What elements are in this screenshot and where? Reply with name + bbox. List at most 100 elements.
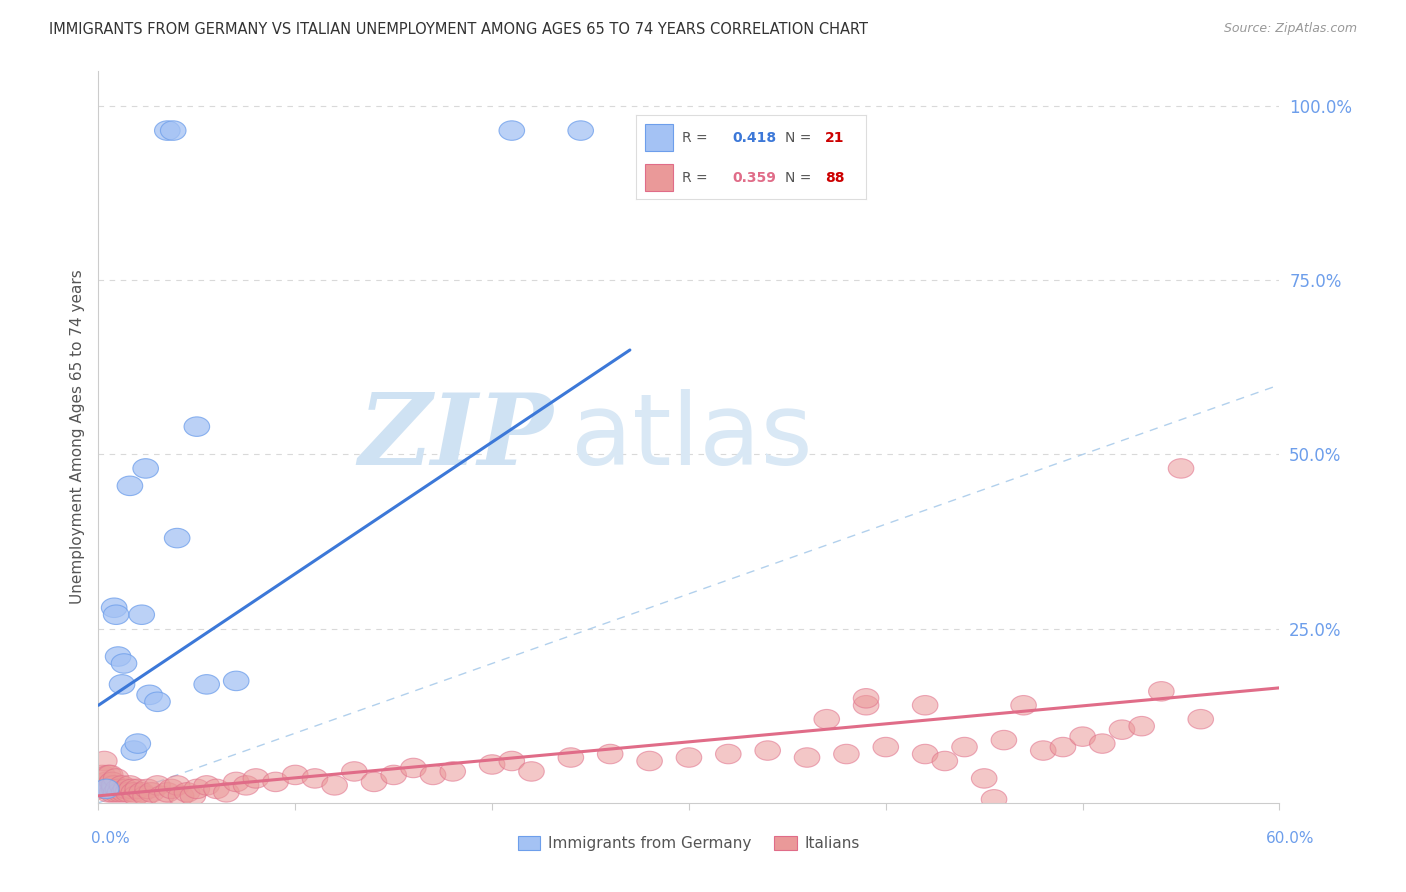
Ellipse shape xyxy=(112,779,139,798)
Ellipse shape xyxy=(479,755,505,774)
Ellipse shape xyxy=(1070,727,1095,747)
Ellipse shape xyxy=(129,605,155,624)
Ellipse shape xyxy=(194,776,219,795)
Ellipse shape xyxy=(499,751,524,771)
Ellipse shape xyxy=(149,786,174,805)
Ellipse shape xyxy=(1188,709,1213,729)
Ellipse shape xyxy=(101,779,127,798)
Text: atlas: atlas xyxy=(571,389,813,485)
Ellipse shape xyxy=(91,779,117,798)
Ellipse shape xyxy=(139,782,165,802)
Text: ZIP: ZIP xyxy=(359,389,553,485)
Ellipse shape xyxy=(117,476,143,496)
Ellipse shape xyxy=(125,734,150,754)
Ellipse shape xyxy=(93,772,120,792)
Text: Source: ZipAtlas.com: Source: ZipAtlas.com xyxy=(1223,22,1357,36)
Ellipse shape xyxy=(136,685,163,705)
Text: IMMIGRANTS FROM GERMANY VS ITALIAN UNEMPLOYMENT AMONG AGES 65 TO 74 YEARS CORREL: IMMIGRANTS FROM GERMANY VS ITALIAN UNEMP… xyxy=(49,22,869,37)
Ellipse shape xyxy=(160,120,186,140)
Ellipse shape xyxy=(873,738,898,756)
Ellipse shape xyxy=(111,782,136,802)
Ellipse shape xyxy=(115,782,141,802)
Legend: Immigrants from Germany, Italians: Immigrants from Germany, Italians xyxy=(512,830,866,857)
Ellipse shape xyxy=(1031,740,1056,760)
Ellipse shape xyxy=(121,740,146,760)
Ellipse shape xyxy=(932,751,957,771)
Ellipse shape xyxy=(117,776,143,795)
Ellipse shape xyxy=(93,779,120,798)
Ellipse shape xyxy=(676,747,702,767)
Ellipse shape xyxy=(1109,720,1135,739)
Ellipse shape xyxy=(180,786,205,805)
Ellipse shape xyxy=(420,765,446,785)
Ellipse shape xyxy=(101,598,127,617)
Ellipse shape xyxy=(169,786,194,805)
Ellipse shape xyxy=(440,762,465,781)
Ellipse shape xyxy=(111,654,136,673)
Ellipse shape xyxy=(110,674,135,694)
Ellipse shape xyxy=(135,779,160,798)
Ellipse shape xyxy=(912,696,938,715)
Ellipse shape xyxy=(100,782,125,802)
Ellipse shape xyxy=(124,786,149,805)
Text: 60.0%: 60.0% xyxy=(1267,831,1315,846)
Ellipse shape xyxy=(361,772,387,792)
Ellipse shape xyxy=(214,782,239,802)
Ellipse shape xyxy=(107,782,134,802)
Ellipse shape xyxy=(134,458,159,478)
Ellipse shape xyxy=(100,772,125,792)
Ellipse shape xyxy=(101,776,127,795)
Ellipse shape xyxy=(165,528,190,548)
Ellipse shape xyxy=(302,769,328,789)
Ellipse shape xyxy=(204,779,229,798)
Ellipse shape xyxy=(853,696,879,715)
Ellipse shape xyxy=(401,758,426,778)
Ellipse shape xyxy=(184,779,209,798)
Ellipse shape xyxy=(283,765,308,785)
Ellipse shape xyxy=(981,789,1007,809)
Ellipse shape xyxy=(1149,681,1174,701)
Ellipse shape xyxy=(194,674,219,694)
Ellipse shape xyxy=(558,747,583,767)
Ellipse shape xyxy=(243,769,269,789)
Ellipse shape xyxy=(145,692,170,712)
Ellipse shape xyxy=(263,772,288,792)
Ellipse shape xyxy=(120,779,145,798)
Ellipse shape xyxy=(755,740,780,760)
Ellipse shape xyxy=(1168,458,1194,478)
Ellipse shape xyxy=(499,120,524,140)
Ellipse shape xyxy=(952,738,977,756)
Ellipse shape xyxy=(972,769,997,789)
Ellipse shape xyxy=(991,731,1017,750)
Ellipse shape xyxy=(104,769,129,789)
Ellipse shape xyxy=(568,120,593,140)
Ellipse shape xyxy=(96,782,121,802)
Ellipse shape xyxy=(322,776,347,795)
Ellipse shape xyxy=(121,782,146,802)
Ellipse shape xyxy=(716,744,741,764)
Ellipse shape xyxy=(224,772,249,792)
Ellipse shape xyxy=(104,782,129,802)
Ellipse shape xyxy=(912,744,938,764)
Ellipse shape xyxy=(90,765,115,785)
Ellipse shape xyxy=(794,747,820,767)
Ellipse shape xyxy=(129,782,155,802)
Ellipse shape xyxy=(110,776,135,795)
Ellipse shape xyxy=(159,779,184,798)
Ellipse shape xyxy=(834,744,859,764)
Ellipse shape xyxy=(598,744,623,764)
Ellipse shape xyxy=(1090,734,1115,754)
Ellipse shape xyxy=(134,786,159,805)
Ellipse shape xyxy=(96,776,121,795)
Ellipse shape xyxy=(125,779,150,798)
Ellipse shape xyxy=(105,647,131,666)
Ellipse shape xyxy=(155,120,180,140)
Ellipse shape xyxy=(224,671,249,690)
Ellipse shape xyxy=(1050,738,1076,756)
Ellipse shape xyxy=(233,776,259,795)
Ellipse shape xyxy=(91,751,117,771)
Ellipse shape xyxy=(342,762,367,781)
Ellipse shape xyxy=(96,765,121,785)
Ellipse shape xyxy=(97,779,124,798)
Ellipse shape xyxy=(104,605,129,624)
